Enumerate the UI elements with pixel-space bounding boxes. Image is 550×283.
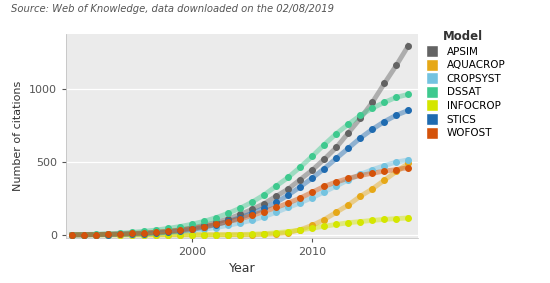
Legend: APSIM, AQUACROP, CROPSYST, DSSAT, INFOCROP, STICS, WOFOST: APSIM, AQUACROP, CROPSYST, DSSAT, INFOCR… xyxy=(421,30,505,138)
Y-axis label: Number of citations: Number of citations xyxy=(13,81,24,191)
X-axis label: Year: Year xyxy=(229,262,255,275)
Text: Source: Web of Knowledge, data downloaded on the 02/08/2019: Source: Web of Knowledge, data downloade… xyxy=(11,4,334,14)
